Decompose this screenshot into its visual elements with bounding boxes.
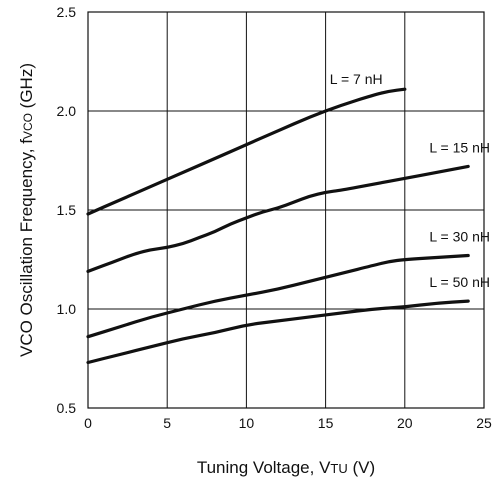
x-axis-title-main: Tuning Voltage, V (197, 458, 331, 477)
plot-frame (87, 11, 485, 409)
x-axis-title-sub: TU (330, 461, 347, 476)
tick-labels: 0 5 10 15 20 25 0.5 1.0 1.5 2.0 2.5 (57, 4, 492, 431)
series-lines (86, 87, 470, 365)
x-axis-title: Tuning Voltage, VTU (V) (197, 458, 375, 477)
y-axis-title-unit: (GHz) (17, 63, 36, 113)
x-tick-label: 10 (239, 415, 255, 431)
series-label: L = 30 nH (429, 229, 490, 245)
series-line-2 (86, 253, 470, 339)
x-axis-title-unit: (V) (348, 458, 375, 477)
series-line-1 (86, 164, 470, 273)
series-line-0 (86, 87, 407, 216)
series-label: L = 7 nH (330, 71, 383, 87)
series-line-3 (86, 299, 470, 365)
y-tick-label: 2.5 (57, 4, 77, 20)
y-axis-title-sub: VCO (21, 113, 35, 139)
series-label: L = 15 nH (429, 139, 490, 155)
y-tick-label: 2.0 (57, 103, 77, 119)
y-tick-label: 1.5 (57, 202, 77, 218)
x-tick-label: 20 (397, 415, 413, 431)
x-tick-label: 0 (84, 415, 92, 431)
y-tick-label: 0.5 (57, 400, 77, 416)
y-axis-title: VCO Oscillation Frequency, fVCO (GHz) (17, 63, 36, 357)
x-tick-label: 5 (163, 415, 171, 431)
series-labels: L = 7 nH L = 15 nH L = 30 nH L = 50 nH (330, 71, 490, 290)
y-axis-title-main: VCO Oscillation Frequency, f (17, 139, 36, 357)
series-label: L = 50 nH (429, 274, 490, 290)
x-tick-label: 15 (318, 415, 334, 431)
y-tick-label: 1.0 (57, 301, 77, 317)
x-tick-label: 25 (476, 415, 492, 431)
